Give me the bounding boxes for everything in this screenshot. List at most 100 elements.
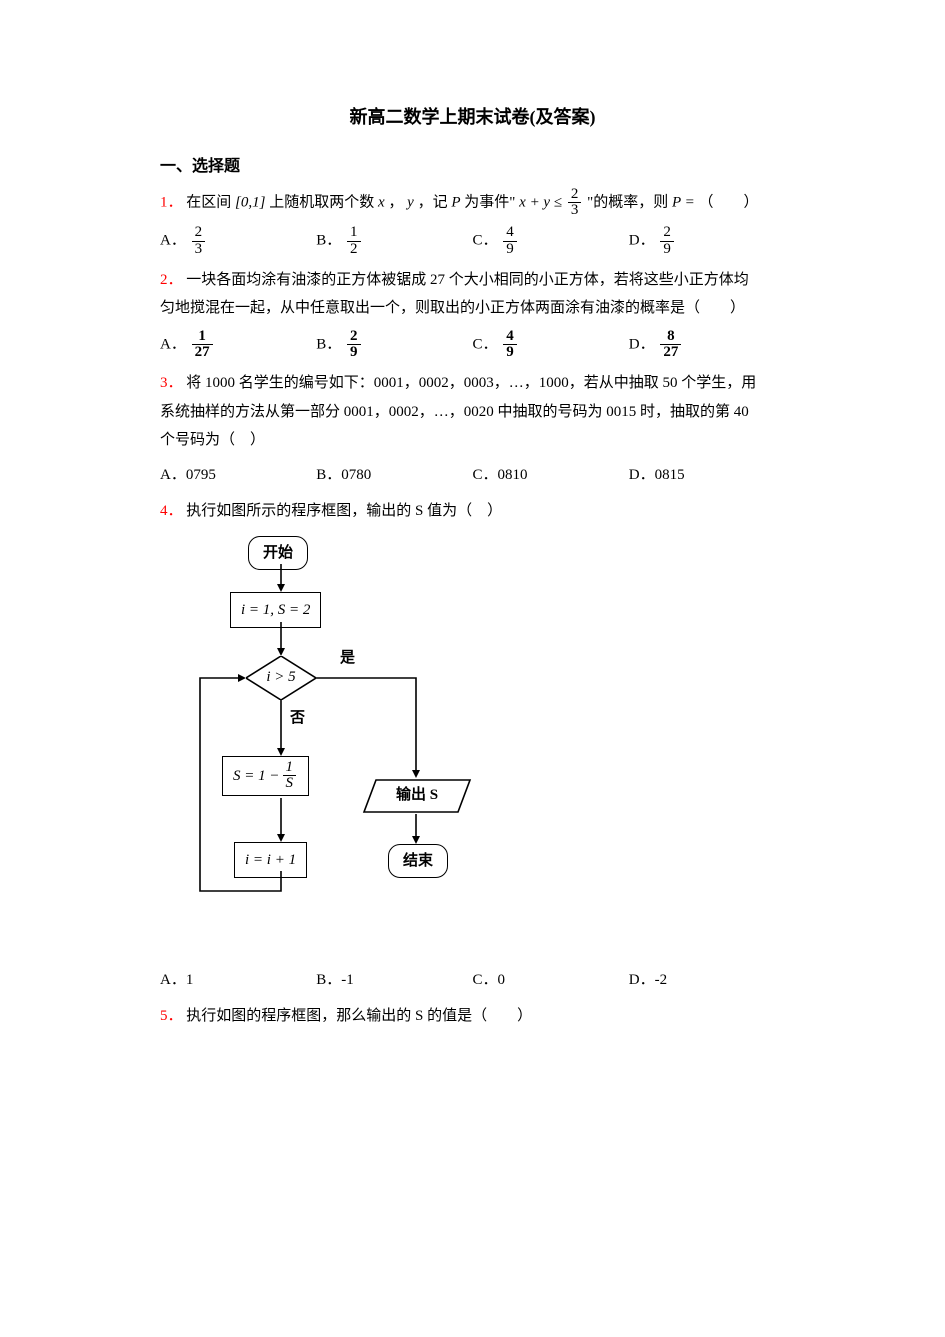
page-title: 新高二数学上期末试卷(及答案): [160, 100, 785, 134]
q1-b-frac: 1 2: [347, 225, 361, 258]
q4-text: 执行如图所示的程序框图，输出的 S 值为（ ）: [186, 503, 502, 519]
q1-b-label: B．: [316, 233, 341, 249]
q1-y: y: [407, 194, 414, 210]
q2-b-frac: 2 9: [347, 329, 361, 362]
q2-number: 2．: [160, 272, 183, 288]
q1-text-3: 为事件": [464, 194, 519, 210]
q1-opt-a: A． 2 3: [160, 225, 316, 258]
question-3: 3． 将 1000 名学生的编号如下：0001，0002，0003，…，1000…: [160, 369, 785, 455]
flow-assign-den: S: [283, 776, 297, 792]
q1-ineq: x + y ≤: [519, 194, 562, 210]
flow-output: 输出 S: [362, 778, 472, 814]
q1-frac: 2 3: [568, 187, 582, 220]
q2-opt-a: A． 1 27: [160, 329, 316, 362]
q1-P: P: [451, 194, 460, 210]
q1-d-den: 9: [660, 242, 674, 258]
q1-text-1: 上随机取两个数: [269, 194, 378, 210]
q2-c-label: C．: [473, 336, 498, 352]
flow-end: 结束: [388, 844, 448, 879]
flowchart: 开始 i = 1, S = 2 i > 5 是 否: [190, 536, 480, 956]
arrow-icon: [275, 564, 287, 592]
q5-number: 5．: [160, 1008, 183, 1024]
flow-assign-num: 1: [283, 760, 297, 777]
q2-d-num: 8: [660, 329, 681, 346]
question-5: 5． 执行如图的程序框图，那么输出的 S 的值是（ ）: [160, 1002, 785, 1031]
q1-interval: [0,1]: [235, 194, 265, 210]
q2-line1: 一块各面均涂有油漆的正方体被锯成 27 个大小相同的小正方体，若将这些小正方体均: [186, 272, 749, 288]
q4-number: 4．: [160, 503, 183, 519]
exam-page: 新高二数学上期末试卷(及答案) 一、选择题 1． 在区间 [0,1] 上随机取两…: [0, 0, 945, 1237]
q2-a-den: 27: [192, 345, 213, 361]
question-1: 1． 在区间 [0,1] 上随机取两个数 x ， y ，记 P 为事件" x +…: [160, 187, 785, 220]
q2-a-label: A．: [160, 336, 186, 352]
q4-options: A．1 B．-1 C．0 D．-2: [160, 966, 785, 995]
q2-c-den: 9: [503, 345, 517, 361]
q4-opt-d: D．-2: [629, 966, 785, 995]
q3-line3: 个号码为（ ）: [160, 432, 265, 448]
q3-opt-a: A．0795: [160, 461, 316, 490]
q2-b-label: B．: [316, 336, 341, 352]
question-2: 2． 一块各面均涂有油漆的正方体被锯成 27 个大小相同的小正方体，若将这些小正…: [160, 266, 785, 323]
q1-d-frac: 2 9: [660, 225, 674, 258]
q1-b-num: 1: [347, 225, 361, 242]
q2-c-num: 4: [503, 329, 517, 346]
q2-a-frac: 1 27: [192, 329, 213, 362]
q1-a-frac: 2 3: [192, 225, 206, 258]
flow-yes-label: 是: [340, 644, 355, 673]
q4-opt-a: A．1: [160, 966, 316, 995]
section-header: 一、选择题: [160, 152, 785, 182]
q1-c-label: C．: [473, 233, 498, 249]
q2-a-num: 1: [192, 329, 213, 346]
q1-text-4: "的概率，则: [587, 194, 672, 210]
flow-no-label: 否: [290, 704, 305, 733]
q4-opt-b: B．-1: [316, 966, 472, 995]
q1-opt-c: C． 4 9: [473, 225, 629, 258]
q1-options: A． 2 3 B． 1 2 C． 4 9 D． 2 9: [160, 225, 785, 258]
q3-opt-c: C．0810: [473, 461, 629, 490]
q1-c-frac: 4 9: [503, 225, 517, 258]
q1-tail: （ ）: [698, 194, 758, 210]
q2-opt-d: D． 8 27: [629, 329, 785, 362]
q1-number: 1．: [160, 194, 183, 210]
q3-opt-b: B．0780: [316, 461, 472, 490]
q1-comma: ，: [388, 194, 403, 210]
q2-d-den: 27: [660, 345, 681, 361]
flow-assign-frac: 1 S: [283, 760, 297, 793]
q1-d-label: D．: [629, 233, 655, 249]
q2-opt-c: C． 4 9: [473, 329, 629, 362]
q1-frac-den: 3: [568, 203, 582, 219]
arrow-icon: [410, 814, 422, 844]
q2-d-frac: 8 27: [660, 329, 681, 362]
q1-a-num: 2: [192, 225, 206, 242]
q2-opt-b: B． 2 9: [316, 329, 472, 362]
q1-x: x: [378, 194, 385, 210]
q3-options: A．0795 B．0780 C．0810 D．0815: [160, 461, 785, 490]
q1-c-num: 4: [503, 225, 517, 242]
q1-d-num: 2: [660, 225, 674, 242]
q5-text: 执行如图的程序框图，那么输出的 S 的值是（ ）: [186, 1008, 532, 1024]
q2-options: A． 1 27 B． 2 9 C． 4 9 D． 8 27: [160, 329, 785, 362]
q4-opt-c: C．0: [473, 966, 629, 995]
q1-a-den: 3: [192, 242, 206, 258]
q2-c-frac: 4 9: [503, 329, 517, 362]
q2-line2: 匀地搅混在一起，从中任意取出一个，则取出的小正方体两面涂有油漆的概率是（ ）: [160, 300, 745, 316]
question-4: 4． 执行如图所示的程序框图，输出的 S 值为（ ）: [160, 497, 785, 526]
q1-opt-d: D． 2 9: [629, 225, 785, 258]
arrow-icon: [316, 672, 436, 782]
q3-line2: 系统抽样的方法从第一部分 0001，0002，…，0020 中抽取的号码为 00…: [160, 404, 749, 420]
q1-a-label: A．: [160, 233, 186, 249]
q1-text-pre: 在区间: [186, 194, 231, 210]
q2-b-den: 9: [347, 345, 361, 361]
arrow-icon: [190, 636, 282, 896]
q1-c-den: 9: [503, 242, 517, 258]
q1-opt-b: B． 1 2: [316, 225, 472, 258]
q2-d-label: D．: [629, 336, 655, 352]
q1-b-den: 2: [347, 242, 361, 258]
q3-opt-d: D．0815: [629, 461, 785, 490]
q1-frac-num: 2: [568, 187, 582, 204]
q1-text-2: ，记: [418, 194, 452, 210]
q1-P2: P =: [672, 194, 695, 210]
flow-output-label: 输出 S: [396, 781, 438, 810]
q2-b-num: 2: [347, 329, 361, 346]
q3-number: 3．: [160, 375, 183, 391]
